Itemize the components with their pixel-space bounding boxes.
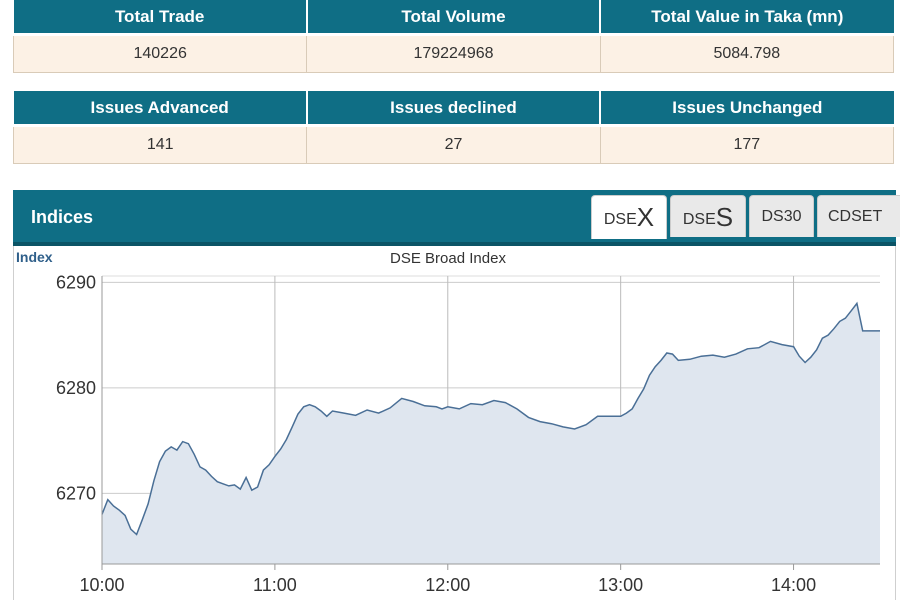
y-axis-label: Index xyxy=(16,249,53,265)
value-total-volume: 179224968 xyxy=(306,34,601,73)
header-total-volume: Total Volume xyxy=(306,0,602,36)
index-line xyxy=(101,301,880,536)
tab-ds30-label: DS30 xyxy=(761,208,802,225)
header-issues-advanced: Issues Advanced xyxy=(13,91,308,127)
header-issues-declined: Issues declined xyxy=(306,91,602,127)
header-total-value: Total Value in Taka (mn) xyxy=(600,0,894,36)
value-issues-advanced: 141 xyxy=(12,125,308,164)
tab-dsex[interactable]: DSEX xyxy=(591,195,667,239)
value-issues-unchanged: 177 xyxy=(600,125,895,164)
x-tick-label: 12:00 xyxy=(425,575,470,595)
tab-dses-prefix: DSE xyxy=(682,211,716,228)
y-tick-label: 6270 xyxy=(56,483,96,503)
value-total-value: 5084.798 xyxy=(600,34,895,73)
value-total-trade: 140226 xyxy=(12,34,308,73)
tab-dsex-letter: X xyxy=(636,202,655,232)
header-issues-unchanged: Issues Unchanged xyxy=(600,91,894,127)
indices-title: Indices xyxy=(31,207,94,227)
indices-header: Indices DSEX DSES DS30 CDSET xyxy=(13,190,900,246)
y-tick-label: 6280 xyxy=(56,378,96,398)
index-chart: 6270 6280 6290 10:00 11:00 12:00 13:00 14:00 DS… xyxy=(16,249,880,595)
x-tick-label: 14:00 xyxy=(771,575,816,595)
tab-dses[interactable]: DSES xyxy=(670,195,746,237)
tab-dses-letter: S xyxy=(715,202,734,232)
index-area xyxy=(102,303,880,564)
chart-title: DSE Broad Index xyxy=(390,250,506,267)
market-summary-table: Total Trade Total Volume Total Value in … xyxy=(12,0,895,73)
y-tick-label: 6290 xyxy=(56,272,96,292)
chart-axes: 6270 6280 6290 10:00 11:00 12:00 13:00 14:00 xyxy=(56,272,880,595)
tab-dsex-prefix: DSE xyxy=(603,211,637,228)
header-total-trade: Total Trade xyxy=(13,0,308,36)
tab-ds30[interactable]: DS30 xyxy=(749,195,814,237)
x-tick-label: 11:00 xyxy=(253,575,297,595)
value-issues-declined: 27 xyxy=(306,125,601,164)
issues-table: Issues Advanced Issues declined Issues U… xyxy=(12,91,895,164)
index-chart-panel: 6270 6280 6290 10:00 11:00 12:00 13:00 14:00 DS… xyxy=(13,246,896,600)
tab-cdset-label: CDSET xyxy=(828,208,883,225)
x-tick-label: 13:00 xyxy=(598,575,643,595)
tab-cdset[interactable]: CDSET xyxy=(817,195,900,237)
x-tick-label: 10:00 xyxy=(79,575,124,595)
